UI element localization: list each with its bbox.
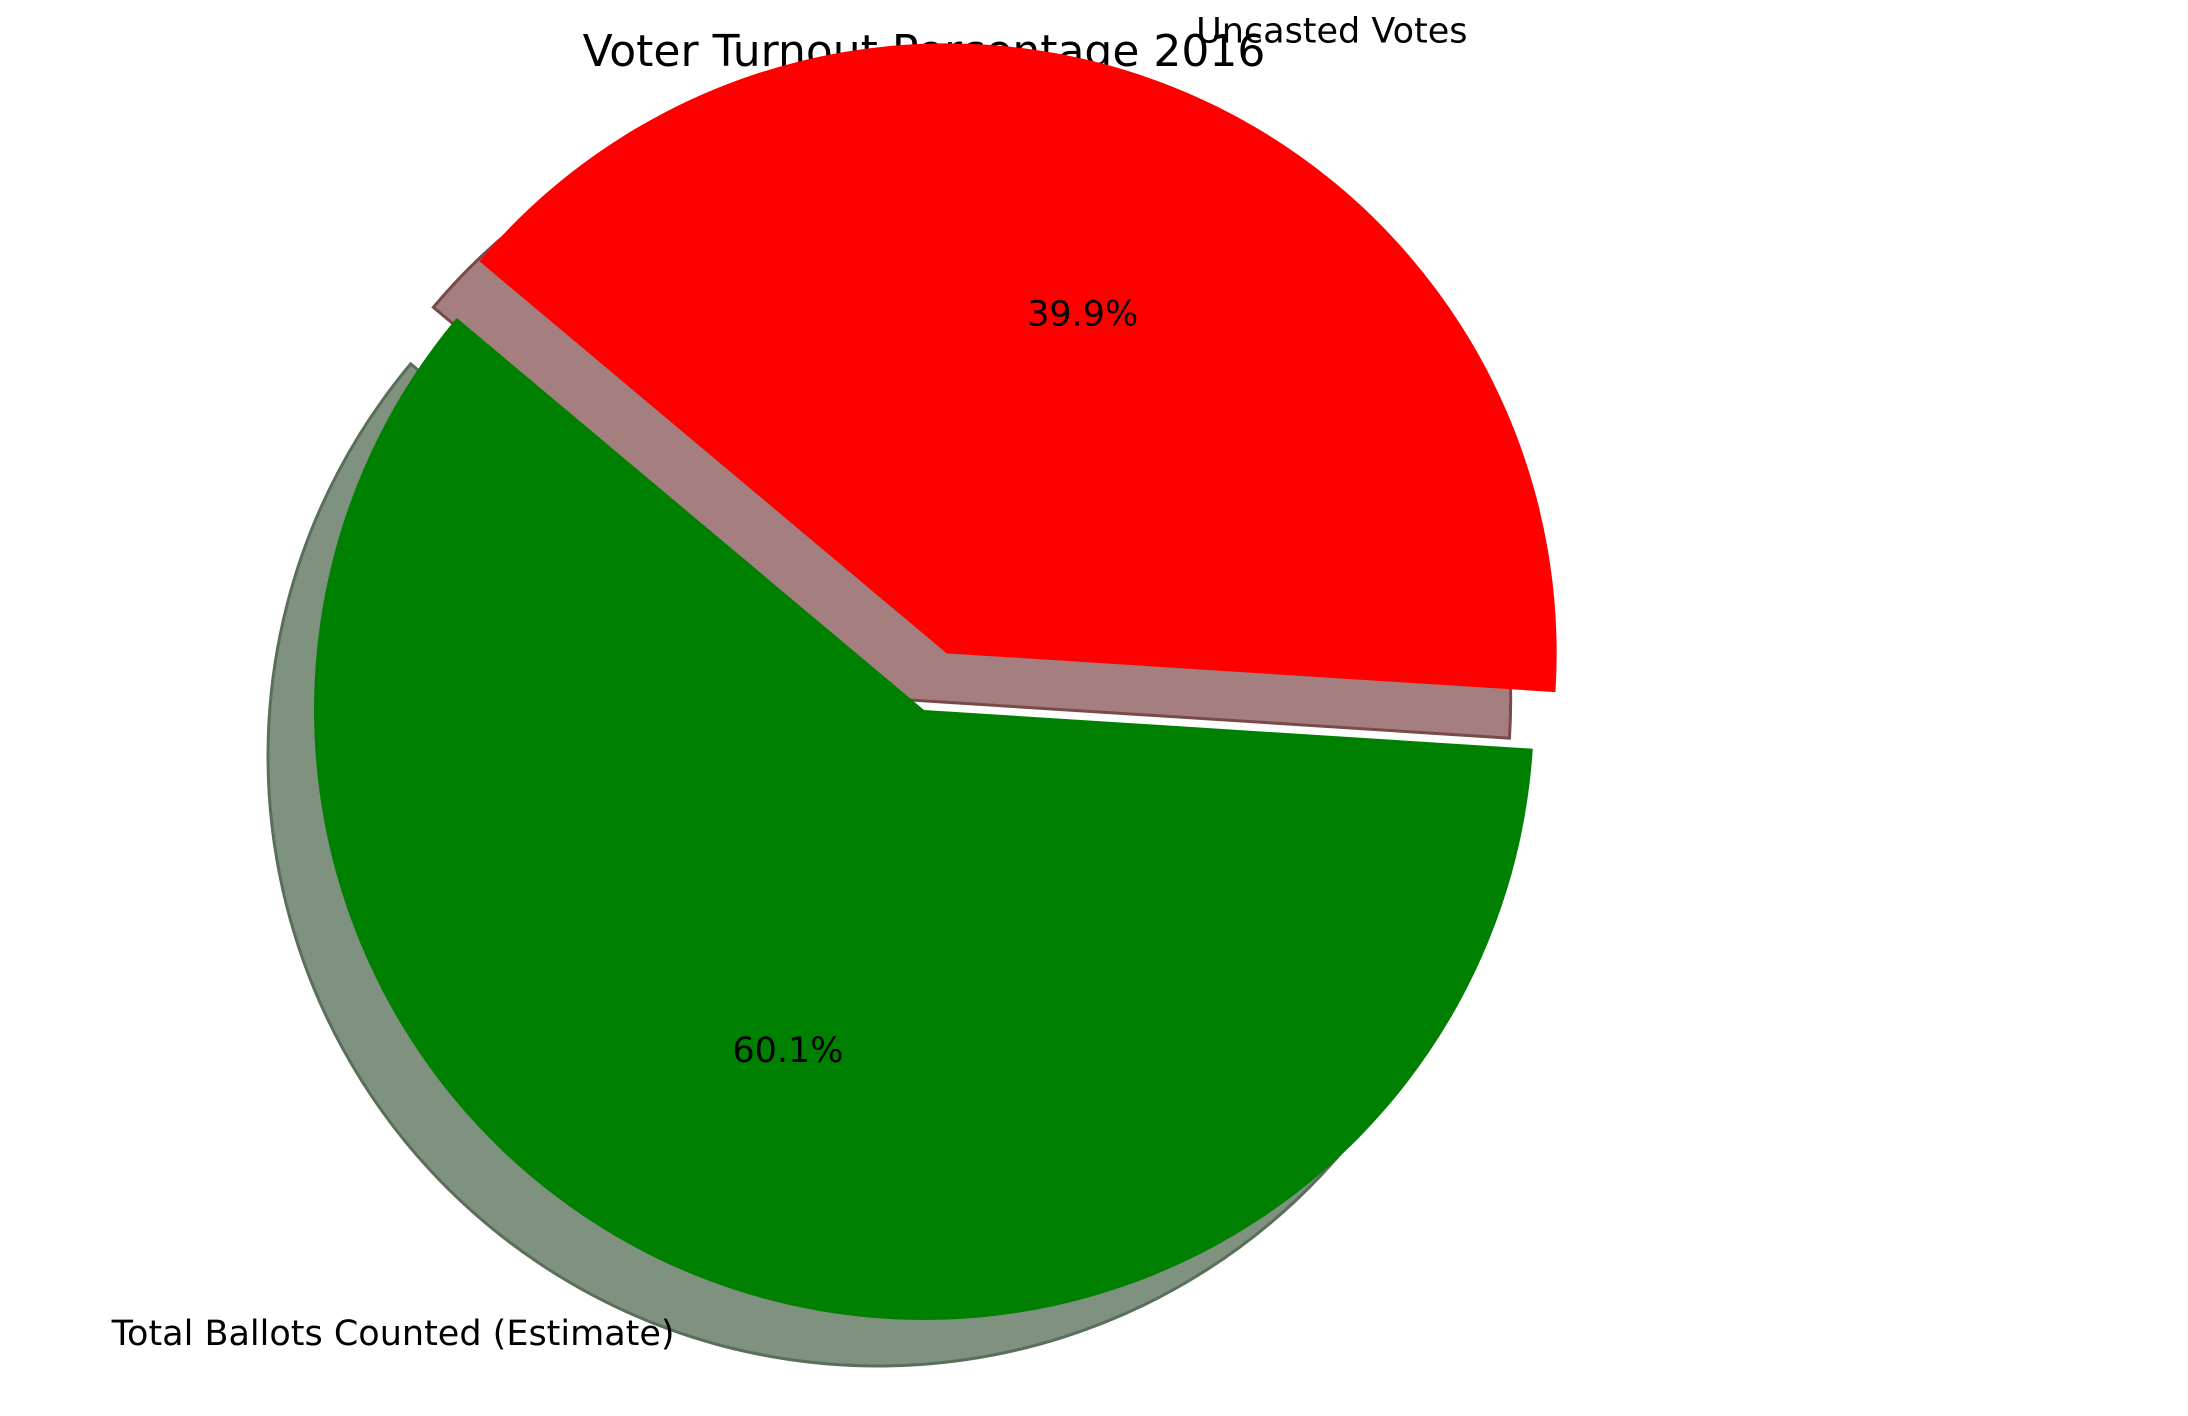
slice-uncasted-votes-percent-label: 39.9% — [1027, 295, 1138, 335]
slice-labels: Total Ballots Counted (Estimate) 60.1% Unc… — [111, 11, 1468, 1353]
slice-total-ballots — [314, 317, 1533, 1321]
slice-total-ballots-percent-label: 60.1% — [732, 1031, 843, 1071]
slice-uncasted-votes-label: Uncasted Votes — [1196, 11, 1467, 51]
slice-total-ballots-label: Total Ballots Counted (Estimate) — [111, 1314, 675, 1354]
pie-slices — [314, 43, 1557, 1321]
slice-uncasted-votes — [479, 43, 1557, 693]
